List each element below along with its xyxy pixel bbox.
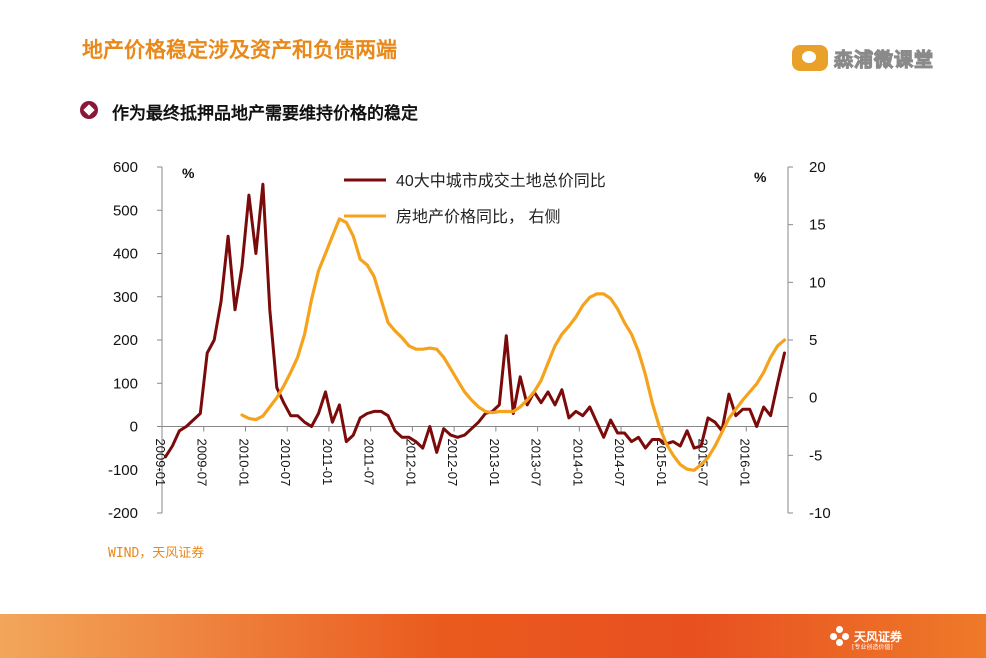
footer-bar (0, 614, 986, 658)
right-unit-label: % (754, 169, 767, 185)
right-tick-label: -5 (809, 447, 822, 464)
left-tick-label: 200 (113, 332, 138, 349)
footer-logo: 天风证券 (830, 626, 902, 646)
x-tick-label: 2010-07 (278, 439, 293, 487)
source-note: WIND，天风证券 (108, 546, 205, 561)
bullet-text: 作为最终抵押品地产需要维持价格的稳定 (112, 104, 418, 124)
x-tick-label: 2013-01 (487, 439, 502, 487)
x-tick-label: 2012-01 (403, 439, 418, 487)
left-unit-label: % (182, 165, 195, 181)
flower-icon (830, 626, 850, 646)
right-tick-label: 15 (809, 217, 826, 234)
right-tick-label: 0 (809, 390, 817, 407)
right-tick-label: 5 (809, 332, 817, 349)
left-tick-label: 100 (113, 375, 138, 392)
x-tick-label: 2016-01 (737, 439, 752, 487)
x-tick-label: 2014-01 (570, 439, 585, 487)
legend-label-1: 40大中城市成交土地总价同比 (396, 172, 606, 190)
right-tick-label: 20 (809, 159, 826, 176)
left-tick-label: 600 (113, 159, 138, 176)
series-line-2 (240, 217, 787, 472)
right-tick-label: -10 (809, 505, 831, 522)
x-tick-label: 2015-01 (654, 439, 669, 487)
left-tick-label: 500 (113, 202, 138, 219)
legend-label-2: 房地产价格同比， 右侧 (396, 208, 560, 226)
x-tick-label: 2010-01 (236, 439, 251, 487)
footer-brand: 天风证券 (854, 629, 903, 644)
series-line-1 (164, 182, 786, 459)
x-tick-label: 2013-07 (529, 439, 544, 487)
bullet-icon (80, 101, 98, 119)
logo-badge-icon (792, 45, 828, 71)
x-tick-label: 2012-07 (445, 439, 460, 487)
page-title: 地产价格稳定涉及资产和负债两端 (82, 37, 397, 62)
x-tick-label: 2009-01 (153, 439, 168, 487)
x-tick-label: 2011-01 (320, 439, 335, 486)
x-tick-label: 2011-07 (362, 439, 377, 486)
left-tick-label: -200 (108, 505, 138, 522)
x-tick-label: 2014-07 (612, 439, 627, 487)
left-tick-label: 0 (130, 419, 138, 436)
footer-tagline: [专业创造价值] (852, 644, 893, 651)
right-tick-label: 10 (809, 274, 826, 291)
x-tick-label: 2009-07 (195, 439, 210, 487)
line-chart: -200 -100 0 100 200 300 400 500 600 -10 -5 0 5 10 15 20… (108, 159, 831, 522)
left-tick-label: 300 (113, 289, 138, 306)
left-tick-label: 400 (113, 246, 138, 263)
left-tick-label: -100 (108, 462, 138, 479)
brand-logo: 森浦微课堂 (792, 42, 934, 74)
logo-text: 森浦微课堂 (833, 48, 935, 71)
